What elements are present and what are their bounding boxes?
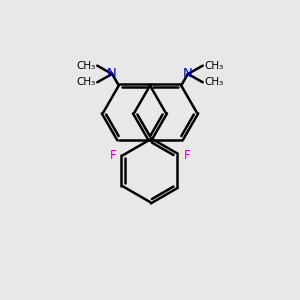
Text: CH₃: CH₃ [204, 61, 224, 70]
Text: N: N [107, 68, 117, 80]
Text: CH₃: CH₃ [76, 77, 96, 87]
Text: F: F [184, 149, 190, 162]
Text: CH₃: CH₃ [204, 77, 224, 87]
Text: CH₃: CH₃ [76, 61, 96, 70]
Text: N: N [183, 68, 193, 80]
Text: F: F [110, 149, 116, 162]
